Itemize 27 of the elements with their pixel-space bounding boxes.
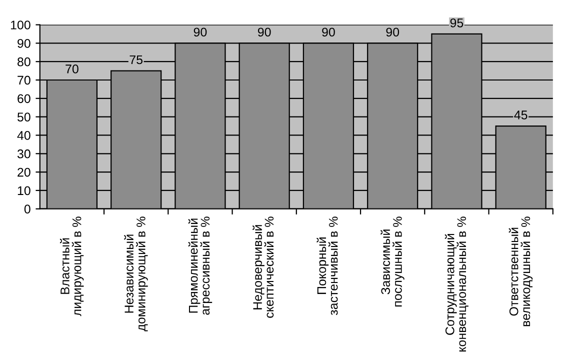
y-tick-label: 90 [18, 38, 30, 48]
y-tick-label: 20 [18, 168, 30, 177]
x-tick-label: Зависимый послушный в % [380, 216, 404, 306]
x-tick-label: Недоверчивый скептический в % [252, 216, 274, 318]
data-label: 90 [258, 28, 271, 37]
x-tick-label: Властный лидирующий в % [60, 216, 84, 316]
y-tick-label: 100 [10, 20, 30, 30]
x-tick-label: Независимый доминирующий в % [124, 216, 148, 332]
y-tick-label: 50 [17, 112, 30, 122]
data-label: 75 [130, 55, 143, 64]
data-label: 90 [386, 28, 400, 37]
x-tick-label: Сотрудничающий конвенциональный в % [444, 216, 468, 352]
y-tick-label: 60 [18, 94, 30, 104]
x-tick-label: Прямолинейный агрессивный в % [188, 216, 212, 315]
x-tick-label: Ответственный великодушный в % [508, 216, 533, 326]
y-tick-label: 80 [18, 57, 30, 66]
data-label: 45 [514, 110, 528, 120]
y-tick-label: 10 [18, 186, 30, 196]
y-tick-label: 0 [24, 204, 30, 214]
y-tick-label: 30 [17, 149, 30, 158]
y-tick-label: 70 [18, 76, 30, 85]
data-label: 95 [450, 18, 464, 28]
data-label: 70 [66, 64, 78, 74]
data-label: 90 [322, 28, 335, 37]
data-label: 90 [194, 28, 207, 37]
y-tick-label: 40 [17, 131, 30, 140]
x-tick-label: Покорный застенчивый в % [316, 216, 338, 316]
